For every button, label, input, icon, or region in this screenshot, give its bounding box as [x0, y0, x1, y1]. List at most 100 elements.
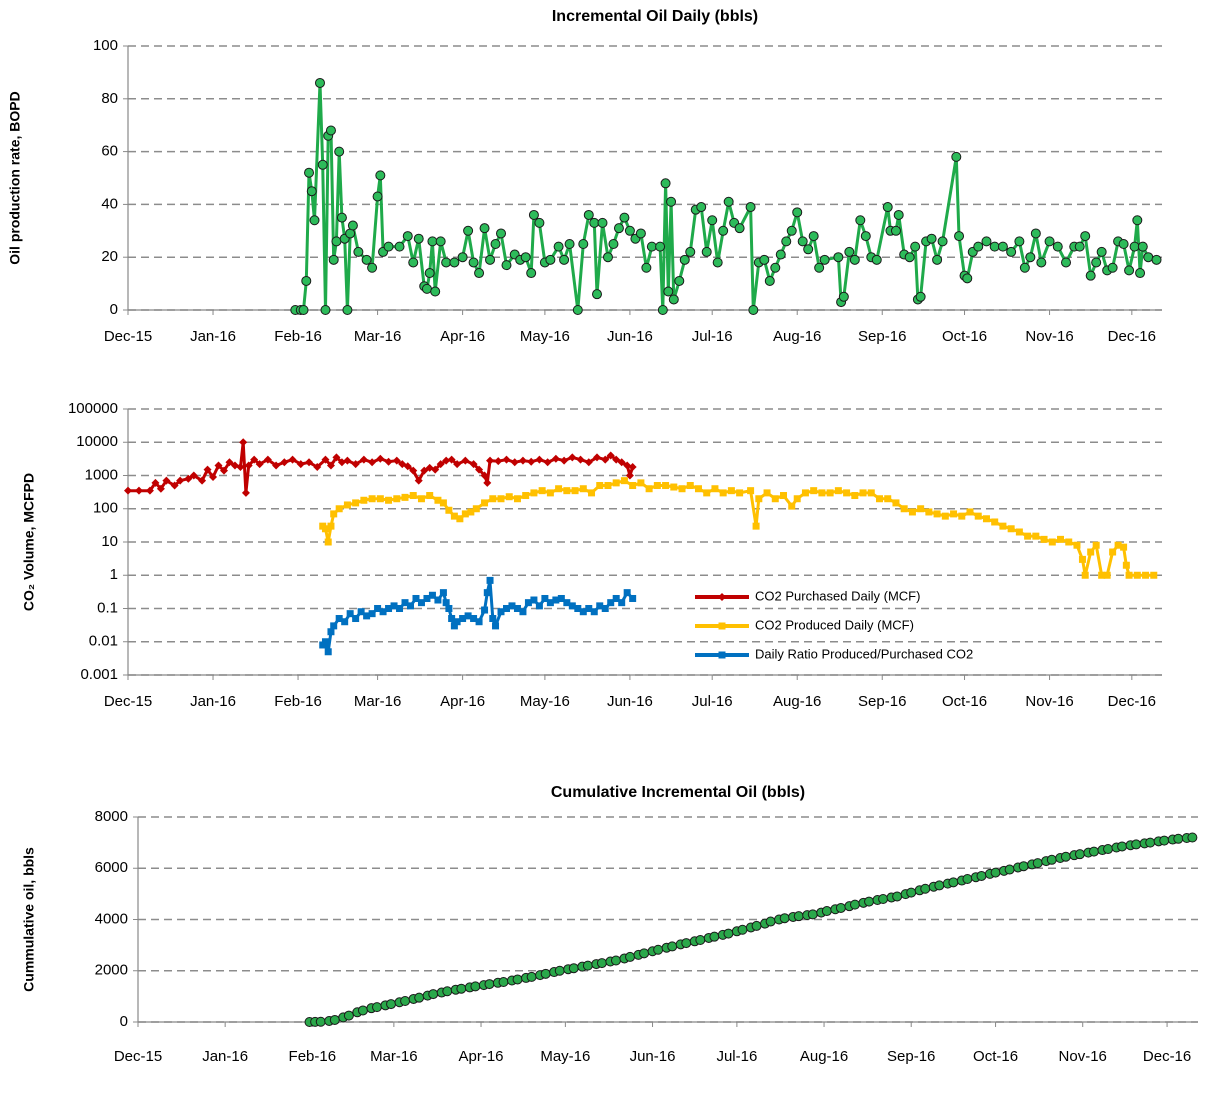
marker [313, 463, 322, 472]
marker [788, 502, 796, 510]
marker [360, 496, 368, 504]
marker [954, 231, 965, 242]
y-tick-label: 0 [110, 301, 118, 318]
marker [981, 236, 992, 247]
x-tick-label: Feb-16 [274, 693, 322, 710]
marker [997, 241, 1008, 252]
marker [617, 458, 626, 467]
marker [1004, 864, 1015, 875]
marker [667, 941, 678, 952]
marker [1018, 861, 1029, 872]
marker [623, 589, 631, 597]
marker [305, 458, 314, 467]
x-tick-label: Feb-16 [274, 328, 322, 345]
marker [453, 618, 461, 626]
marker [639, 948, 650, 959]
marker [678, 485, 686, 493]
marker [604, 482, 612, 490]
marker [982, 515, 990, 523]
marker [481, 499, 489, 507]
marker [624, 225, 635, 236]
marker [973, 241, 984, 252]
marker [475, 465, 484, 474]
legend-label: CO2 Purchased Daily (MCF) [755, 588, 920, 603]
marker [441, 257, 452, 268]
y-tick-label: 4000 [95, 910, 128, 927]
marker [563, 487, 571, 495]
y-tick-label: 10 [101, 533, 118, 550]
marker [629, 482, 637, 490]
marker [413, 233, 424, 244]
marker [431, 465, 440, 474]
y-tick-label: 6000 [95, 859, 128, 876]
marker [530, 489, 538, 497]
marker [385, 496, 393, 504]
marker [535, 455, 544, 464]
x-tick-label: Jul-16 [716, 1048, 757, 1065]
legend-marker [718, 651, 726, 659]
marker [892, 891, 903, 902]
marker [1044, 236, 1055, 247]
y-tick-label: 60 [101, 143, 118, 160]
marker [457, 252, 468, 263]
marker [459, 615, 467, 623]
marker [657, 305, 668, 315]
marker [892, 499, 900, 507]
marker [472, 505, 480, 513]
marker [966, 508, 974, 516]
marker [1092, 541, 1100, 549]
marker [353, 246, 364, 257]
marker [156, 484, 165, 493]
marker [475, 618, 483, 626]
marker [553, 241, 564, 252]
marker [244, 461, 253, 470]
marker [564, 239, 575, 249]
marker [554, 965, 565, 976]
marker [383, 241, 394, 252]
x-tick-label: Jun-16 [630, 1048, 676, 1065]
marker [494, 457, 503, 466]
marker [502, 605, 510, 612]
y-tick-label: 1 [110, 566, 118, 583]
marker [668, 294, 679, 305]
marker [707, 215, 718, 226]
marker [317, 159, 328, 170]
x-tick-label: Dec-16 [1108, 693, 1156, 710]
marker [645, 485, 653, 493]
marker [835, 902, 846, 913]
marker [456, 983, 467, 994]
marker [414, 476, 423, 485]
marker [298, 305, 309, 315]
marker [962, 273, 973, 284]
marker [513, 495, 521, 503]
marker [588, 489, 596, 497]
marker [336, 212, 347, 223]
marker [1124, 265, 1135, 276]
marker [589, 217, 600, 228]
marker [538, 487, 546, 495]
x-tick-label: Nov-16 [1025, 328, 1073, 345]
marker [321, 455, 330, 464]
marker [363, 612, 371, 620]
marker [209, 473, 218, 482]
marker [403, 462, 412, 471]
marker [679, 254, 690, 265]
marker [368, 458, 377, 467]
marker [288, 455, 297, 464]
marker [384, 457, 393, 466]
marker [530, 596, 538, 604]
marker [359, 455, 368, 464]
y-tick-label: 100 [93, 500, 118, 517]
marker [926, 233, 937, 244]
marker [685, 246, 696, 257]
marker [456, 515, 464, 523]
marker [1103, 571, 1111, 579]
marker [612, 594, 620, 602]
chart-title: Incremental Oil Daily (bbls) [552, 8, 758, 25]
marker [541, 594, 549, 602]
marker [498, 977, 509, 988]
marker [1107, 262, 1118, 273]
marker [189, 471, 198, 480]
marker [162, 476, 171, 485]
